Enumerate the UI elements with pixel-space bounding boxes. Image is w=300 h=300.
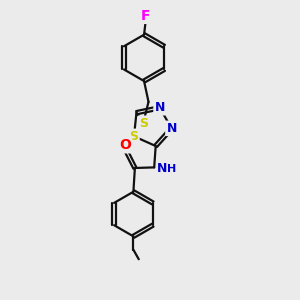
Text: S: S [139, 117, 148, 130]
Text: O: O [119, 138, 131, 152]
Text: N: N [167, 122, 177, 135]
Text: F: F [141, 9, 150, 23]
Text: N: N [157, 162, 168, 176]
Text: H: H [167, 164, 177, 174]
Text: S: S [130, 130, 139, 143]
Text: N: N [154, 101, 165, 114]
